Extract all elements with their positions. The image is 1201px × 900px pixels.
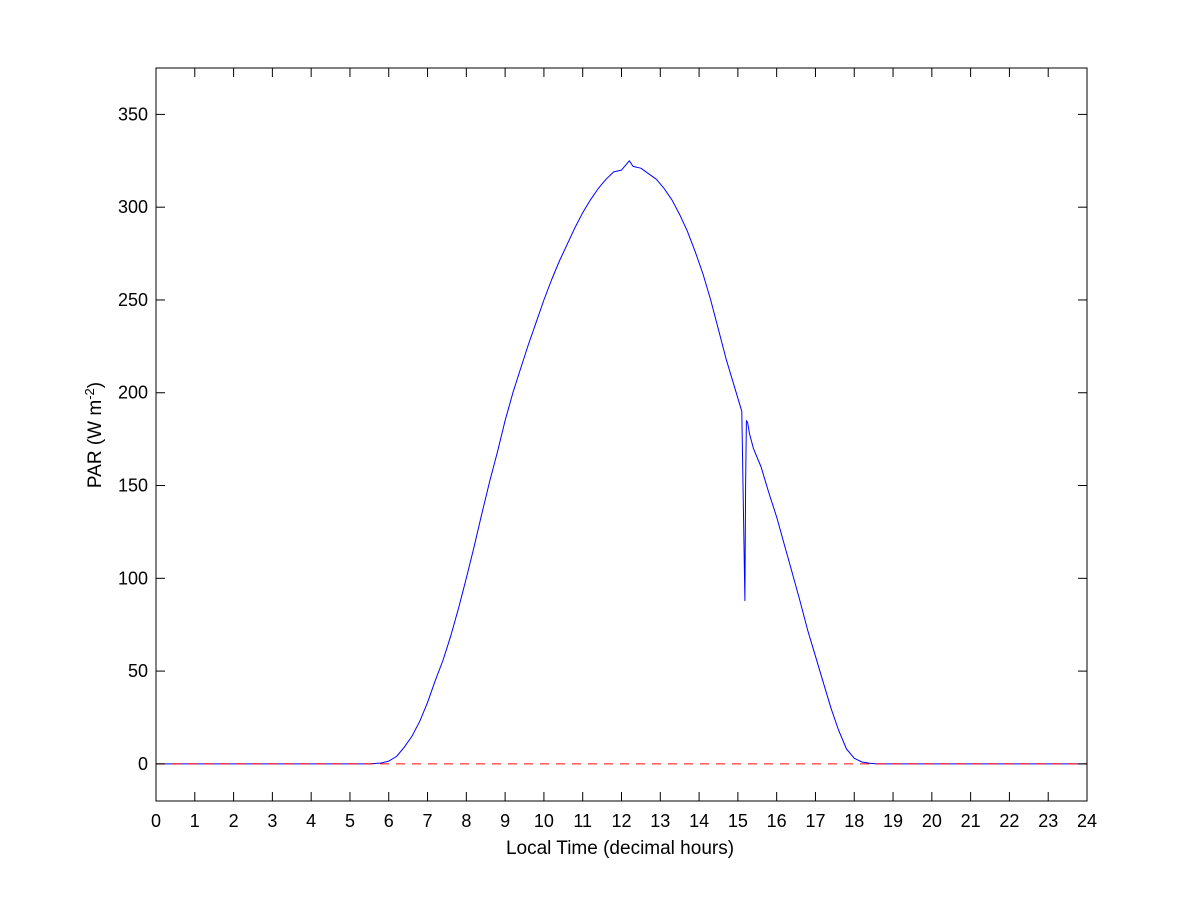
x-tick-label: 8: [461, 811, 471, 831]
x-tick-label: 15: [728, 811, 748, 831]
plot-frame: [155, 67, 1088, 802]
y-tick-label: 100: [118, 568, 148, 588]
x-tick-label: 18: [844, 811, 864, 831]
x-tick-label: 3: [267, 811, 277, 831]
x-tick-label: 11: [573, 811, 592, 831]
x-tick-label: 1: [190, 811, 200, 831]
x-tick-label: 16: [767, 811, 787, 831]
y-axis-label-end: ): [85, 382, 106, 388]
y-tick-label: 200: [118, 383, 148, 403]
x-tick-label: 19: [883, 811, 903, 831]
y-tick-label: 50: [128, 661, 148, 681]
series-layer: [156, 160, 1087, 765]
x-tick-label: 5: [345, 811, 355, 831]
x-tick-label: 2: [229, 811, 239, 831]
y-tick-label: 350: [118, 104, 148, 124]
x-tick-label: 14: [689, 811, 709, 831]
tick-layer: 0 1 2 3 4 5 6 7 8 9 10 11 12 13 14 15 16 17 18 19 20 21 22 23 24…: [118, 68, 1097, 831]
y-tick-label: 0: [138, 754, 148, 774]
y-tick-label: 250: [118, 290, 148, 310]
y-axis-label: PAR (W m-2): [82, 382, 107, 488]
x-tick-label: 22: [999, 811, 1019, 831]
x-tick-label: 20: [922, 811, 942, 831]
x-tick-label: 17: [805, 811, 825, 831]
y-tick-label: 300: [118, 197, 148, 217]
x-axis-label: Local Time (decimal hours): [506, 838, 734, 859]
x-tick-label: 7: [423, 811, 433, 831]
x-tick-label: 12: [611, 811, 631, 831]
x-tick-label: 9: [500, 811, 510, 831]
x-tick-label: 24: [1077, 811, 1097, 831]
x-tick-label: 0: [151, 811, 161, 831]
y-axis-label-main: PAR (W m: [85, 400, 106, 488]
y-axis-label-sup: -2: [82, 388, 97, 400]
plot-area: [156, 68, 1087, 801]
x-tick-label: 13: [650, 811, 670, 831]
par-series-line: [156, 160, 1087, 765]
x-tick-label: 10: [534, 811, 554, 831]
y-tick-label: 150: [118, 476, 148, 496]
x-tick-label: 4: [306, 811, 316, 831]
x-tick-label: 23: [1038, 811, 1058, 831]
x-tick-label: 6: [384, 811, 394, 831]
x-tick-label: 21: [961, 811, 981, 831]
